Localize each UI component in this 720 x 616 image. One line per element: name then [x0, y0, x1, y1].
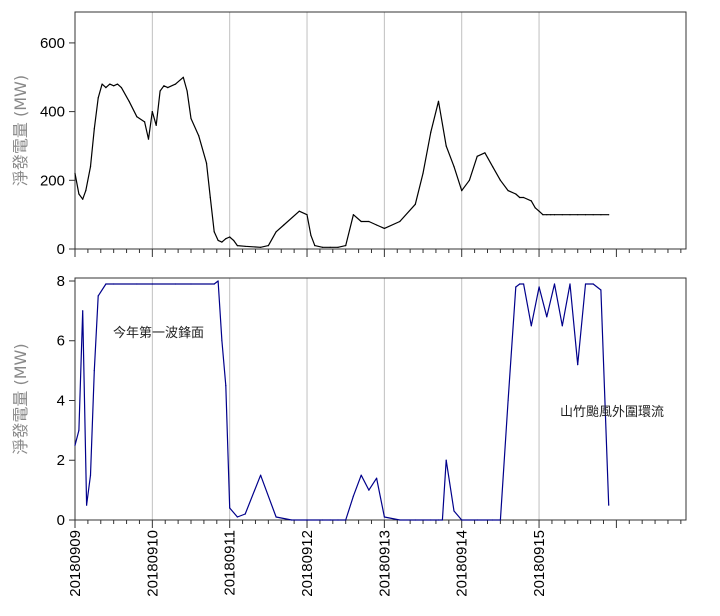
plot-frame: [74, 277, 687, 521]
x-tick-label: 20180914: [454, 530, 471, 597]
y-axis-label: 淨發電量 (MW): [11, 75, 30, 186]
annotation-front: 今年第一波鋒面: [113, 325, 204, 341]
x-tick-label: 20180913: [376, 530, 393, 597]
x-tick-label: 20180909: [67, 530, 84, 597]
x-tick-label: 20180915: [531, 530, 548, 597]
y-tick-label: 0: [57, 241, 65, 258]
series-line: [74, 280, 610, 521]
y-tick-label: 2: [57, 452, 65, 469]
plot-frame: [74, 11, 687, 250]
top-panel: 0 200 400 600 淨發電量 (MW): [11, 11, 687, 258]
y-tick-label: 600: [40, 35, 65, 52]
y-tick-label: 0: [57, 512, 65, 529]
x-tick-label: 20180910: [144, 530, 161, 597]
y-tick-label: 6: [57, 333, 65, 350]
y-tick-label: 8: [57, 273, 65, 290]
annotation-typhoon: 山竹颱風外圍環流: [560, 405, 664, 420]
y-tick-label: 200: [40, 172, 65, 189]
bottom-panel: 0 2 4 6 8 淨發電量 (MW): [11, 273, 687, 529]
x-axis-tick-labels: 20180909 20180910 20180911 20180912 20180913…: [67, 530, 548, 597]
y-tick-label: 400: [40, 104, 65, 121]
y-tick-label: 4: [57, 392, 65, 409]
x-tick-label: 20180911: [222, 530, 239, 596]
series-line: [74, 76, 609, 248]
x-tick-label: 20180912: [299, 530, 316, 597]
y-axis-label: 淨發電量 (MW): [11, 343, 30, 454]
